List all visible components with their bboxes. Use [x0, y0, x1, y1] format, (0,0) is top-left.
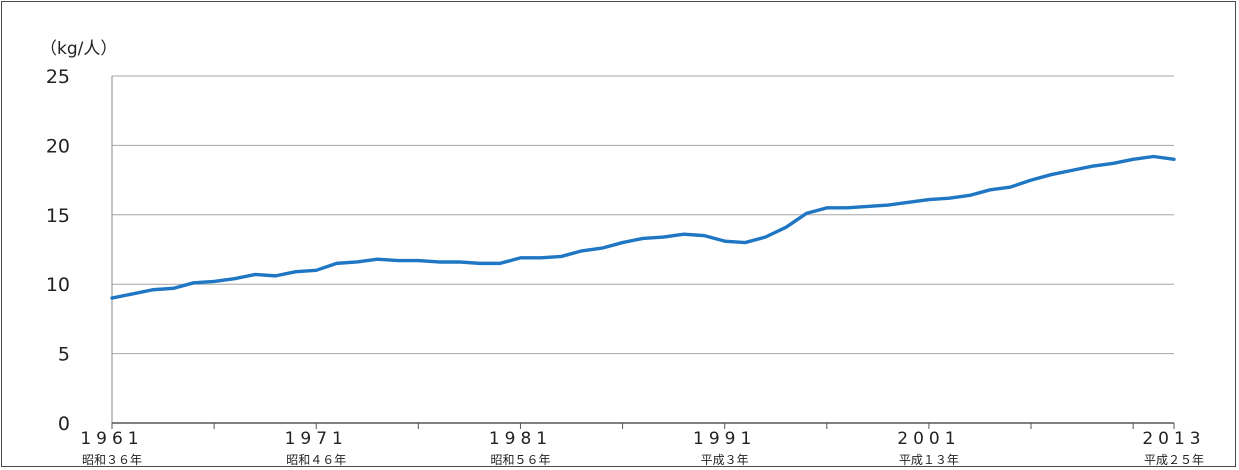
x-tick-sublabel-2001: 平成１３年 [899, 453, 959, 467]
data-point-1990 [702, 234, 706, 238]
x-tick-label-2001: 2001 [897, 429, 960, 449]
data-point-2009 [1090, 164, 1094, 168]
y-axis-unit-label: （kg/人） [40, 39, 118, 59]
data-point-1977 [437, 260, 441, 264]
data-point-1987 [641, 236, 645, 240]
data-point-1979 [478, 261, 482, 265]
y-tick-label-15: 15 [46, 205, 70, 227]
data-point-1988 [662, 235, 665, 239]
data-point-1962 [131, 292, 134, 296]
data-point-1963 [151, 288, 155, 292]
data-point-1991 [723, 239, 727, 243]
x-tick-sublabel-1961: 昭和３６年 [82, 453, 142, 467]
y-tick-label-0: 0 [58, 413, 70, 435]
x-tick-label-1981: 1981 [489, 429, 552, 449]
series-line-0 [110, 154, 1176, 300]
data-point-1967 [233, 277, 236, 281]
data-point-1994 [784, 225, 788, 229]
data-point-2008 [1070, 168, 1074, 172]
data-point-1961 [110, 296, 114, 300]
data-point-2011 [1131, 157, 1135, 161]
data-point-1982 [539, 256, 543, 260]
x-tick-sublabel-2013: 平成２５年 [1144, 453, 1204, 467]
data-point-1969 [273, 274, 277, 278]
data-point-2005 [1009, 185, 1013, 189]
data-point-1995 [804, 212, 808, 215]
y-tick-label-25: 25 [46, 66, 70, 88]
x-tick-label-1991: 1991 [693, 429, 756, 449]
data-point-2012 [1152, 155, 1155, 158]
y-tick-label-5: 5 [58, 344, 70, 366]
x-tick-sublabel-1971: 昭和４６年 [286, 453, 346, 467]
data-point-1966 [212, 280, 216, 283]
data-point-1993 [764, 235, 767, 239]
data-point-2001 [927, 198, 931, 201]
data-point-1972 [335, 261, 339, 265]
data-point-1989 [682, 232, 686, 236]
x-tick-label-1961: 1961 [80, 429, 143, 449]
data-point-1999 [886, 203, 890, 207]
data-point-1997 [845, 206, 849, 210]
data-point-2004 [988, 188, 992, 192]
data-point-2010 [1111, 162, 1115, 165]
data-point-1983 [559, 255, 563, 258]
data-point-1971 [314, 268, 318, 272]
data-point-2007 [1050, 173, 1053, 176]
data-point-1996 [825, 206, 829, 210]
data-point-1986 [621, 241, 624, 244]
data-point-2013 [1172, 157, 1176, 161]
data-point-2000 [907, 200, 910, 204]
data-point-1984 [580, 249, 584, 253]
data-point-1968 [253, 273, 257, 276]
data-point-1980 [498, 261, 502, 265]
x-tick-label-1971: 1971 [285, 429, 348, 449]
data-point-1974 [376, 257, 379, 261]
x-tick-sublabel-1991: 平成３年 [701, 453, 749, 467]
data-point-1981 [519, 256, 522, 260]
data-point-1964 [171, 286, 175, 290]
data-point-1998 [866, 205, 870, 208]
data-point-2003 [968, 193, 972, 197]
data-point-1976 [416, 259, 420, 263]
y-tick-label-20: 20 [46, 135, 70, 157]
data-point-1970 [294, 270, 298, 274]
data-point-1965 [192, 281, 196, 285]
data-point-1992 [743, 241, 747, 244]
data-point-1978 [457, 260, 461, 264]
data-point-1975 [396, 259, 400, 263]
data-point-1973 [355, 260, 359, 264]
data-point-2006 [1029, 178, 1033, 182]
x-tick-label-2013: 2013 [1142, 429, 1205, 449]
x-tick-sublabel-1981: 昭和５６年 [490, 453, 550, 467]
y-tick-label-10: 10 [46, 274, 70, 296]
data-point-2002 [947, 196, 951, 200]
data-point-1985 [600, 246, 604, 250]
